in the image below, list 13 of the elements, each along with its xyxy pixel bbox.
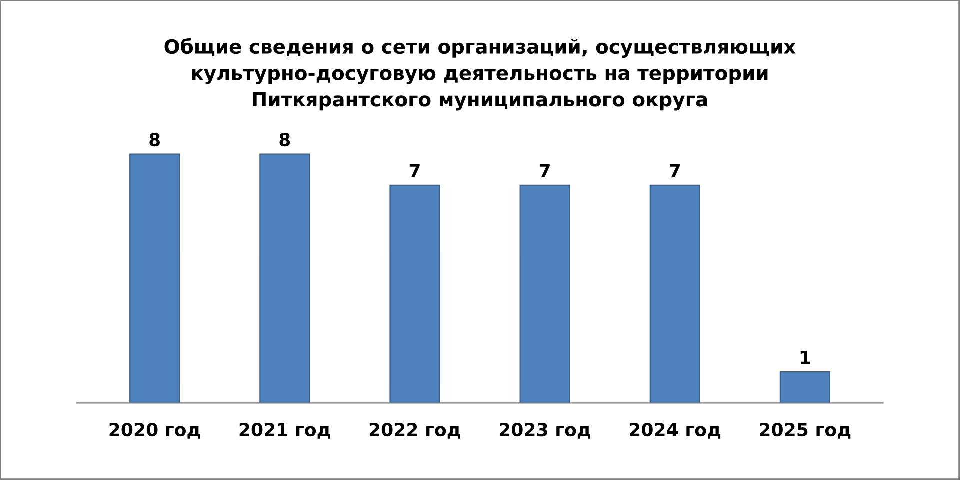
x-tick-label: 2022 год <box>370 422 460 439</box>
chart-title: Общие сведения о сети организаций, осуществляющих культурно-досуговую деятельность на территории Питкярантского муниципального округа <box>164 38 796 111</box>
x-tick-label: 2021 год <box>240 422 330 439</box>
data-label: 8 <box>280 132 290 147</box>
data-label: 7 <box>670 164 680 178</box>
data-label: 7 <box>410 164 420 178</box>
x-tick-label: 2024 год <box>630 422 721 439</box>
x-tick-label: 2023 год <box>500 422 590 439</box>
x-tick-label: 2020 год <box>110 422 200 439</box>
data-label: 1 <box>800 351 810 364</box>
x-tick-label: 2025 год <box>760 422 851 439</box>
data-label: 8 <box>150 132 160 147</box>
data-label: 7 <box>540 164 550 178</box>
